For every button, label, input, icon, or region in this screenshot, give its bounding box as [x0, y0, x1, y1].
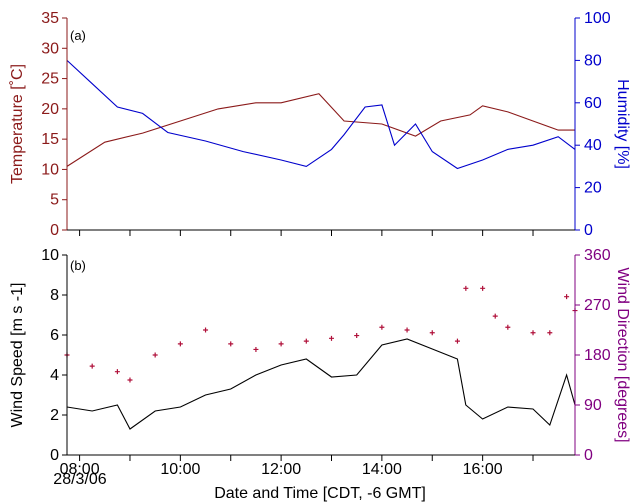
x-tick-label-0: 08:00 — [60, 461, 100, 478]
panel-a-right-tick-label-0: 0 — [584, 222, 593, 239]
panel-a-left-tick-label-3: 15 — [41, 131, 59, 148]
panel-a-right-tick-label-2: 40 — [584, 137, 602, 154]
panel-b-series-1-point-2 — [114, 369, 120, 375]
panel-a-left-tick-label-5: 25 — [41, 71, 59, 88]
panel-b-series-1-point-9 — [278, 341, 284, 347]
panel-a-series-1-line — [66, 59, 576, 170]
panel-a: 0 5 10 15 20 25 30 35 0 20 40 60 80 100 (a) Temperat… — [9, 10, 631, 239]
panel-a-left-tick-label-1: 5 — [50, 192, 59, 209]
panel-b-series-1-point-7 — [228, 341, 234, 347]
panel-a-right-tick-label-4: 80 — [584, 52, 602, 69]
panel-a-left-axis: 0 5 10 15 20 25 30 35 — [41, 10, 68, 239]
panel-a-right-tick-label-1: 20 — [584, 180, 602, 197]
panel-b-right-tick-label-3: 270 — [584, 297, 611, 314]
panel-b-series-1-point-16 — [454, 338, 460, 344]
panel-b-right-axis-title: Wind Direction [degrees] — [614, 267, 631, 442]
panel-b-series-1-point-6 — [203, 327, 209, 333]
panel-b-right-axis: 0 90 180 270 360 — [574, 247, 611, 464]
panel-b-left-tick-label-1: 2 — [50, 407, 59, 424]
x-tick-label-3: 14:00 — [362, 461, 402, 478]
panel-b-right-tick-label-2: 180 — [584, 347, 611, 364]
panel-a-label: (a) — [70, 28, 86, 43]
panel-a-left-tick-label-4: 20 — [41, 101, 59, 118]
panel-b-series-1-point-10 — [303, 338, 309, 344]
panel-a-left-tick-label-6: 30 — [41, 40, 59, 57]
panel-b-series-1-point-3 — [127, 377, 133, 383]
panel-b-left-axis: 0 2 4 6 8 10 — [41, 247, 68, 464]
panel-b-left-tick-label-2: 4 — [50, 367, 59, 384]
panel-a-x-axis — [67, 229, 575, 236]
panel-b-series-1-point-14 — [404, 327, 410, 333]
panel-b-right-tick-label-4: 360 — [584, 247, 611, 264]
x-axis-date-label: 28/3/06 — [53, 471, 106, 488]
panel-a-left-axis-title: Temperature [˚C] — [9, 64, 26, 184]
panel-a-right-tick-label-3: 60 — [584, 95, 602, 112]
panel-b-series-1-point-17 — [463, 285, 469, 291]
panel-a-right-axis-title: Humidity [%] — [614, 79, 631, 169]
panel-b-series-1-point-22 — [547, 330, 553, 336]
panel-b-series-1-point-21 — [530, 330, 536, 336]
panel-a-right-tick-label-5: 100 — [584, 10, 611, 27]
panel-b-series-1-point-12 — [354, 333, 360, 339]
x-axis-title: Date and Time [CDT, -6 GMT] — [214, 485, 426, 502]
panel-b-x-axis: 08:00 10:00 12:00 14:00 16:00 — [60, 454, 575, 478]
panel-b-series-1-point-1 — [89, 363, 95, 369]
panel-b-series-1-point-23 — [564, 294, 570, 300]
panel-b-series-0-line — [66, 338, 576, 430]
panel-b-right-tick-label-0: 0 — [584, 447, 593, 464]
panel-b-series-1-point-19 — [492, 313, 498, 319]
panel-b-series-1-point-13 — [379, 324, 385, 330]
panel-b-series-1-point-11 — [328, 335, 334, 341]
panel-a-right-axis: 0 20 40 60 80 100 — [574, 10, 611, 239]
panel-b-series-1-point-20 — [505, 324, 511, 330]
panel-a-series — [66, 59, 576, 170]
panel-a-left-tick-label-2: 10 — [41, 161, 59, 178]
panel-b-series-1-point-18 — [480, 285, 486, 291]
panel-b-series — [64, 285, 578, 430]
panel-a-left-tick-label-0: 0 — [50, 222, 59, 239]
x-tick-label-2: 12:00 — [261, 461, 301, 478]
panel-b-series-1-point-15 — [429, 330, 435, 336]
panel-b-series-1-point-4 — [152, 352, 158, 358]
panel-b-right-tick-label-1: 90 — [584, 397, 602, 414]
x-tick-label-1: 10:00 — [160, 461, 200, 478]
panel-b-left-tick-label-5: 10 — [41, 247, 59, 264]
panel-b-series-1-point-8 — [253, 346, 259, 352]
panel-b-label: (b) — [70, 258, 86, 273]
panel-b-left-tick-label-3: 6 — [50, 327, 59, 344]
panel-b-left-tick-label-0: 0 — [50, 447, 59, 464]
panel-b-left-axis-title: Wind Speed [m s -1] — [9, 283, 26, 428]
panel-b-left-tick-label-4: 8 — [50, 287, 59, 304]
panel-b: 0 2 4 6 8 10 0 90 180 270 360 08:00 10:00 12:00 14:0… — [9, 247, 631, 478]
panel-b-series-1-point-5 — [177, 341, 183, 347]
x-tick-label-4: 16:00 — [463, 461, 503, 478]
panel-a-left-tick-label-7: 35 — [41, 10, 59, 27]
panel-a-series-0-line — [66, 93, 575, 167]
